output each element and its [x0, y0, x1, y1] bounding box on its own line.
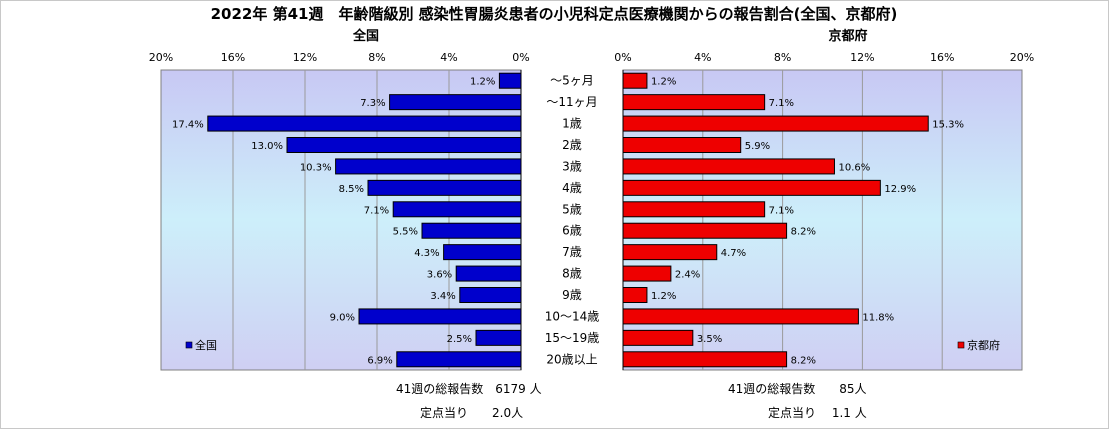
data-label-kyoto: 3.5%	[697, 334, 722, 345]
bar-kyoto	[622, 287, 648, 303]
data-label-kyoto: 1.2%	[651, 291, 676, 302]
data-label-kyoto: 10.6%	[838, 162, 870, 173]
bar-kyoto	[622, 137, 742, 153]
category-label: 6歳	[562, 224, 582, 238]
legend-swatch-kyoto	[957, 341, 965, 349]
bar-kyoto	[622, 244, 718, 261]
x-tick-label-kyoto: 12%	[850, 51, 874, 64]
category-label: 8歳	[562, 267, 582, 281]
data-label-national: 10.3%	[300, 162, 332, 173]
bar-kyoto	[622, 72, 648, 89]
legend-label-kyoto: 京都府	[967, 338, 1000, 352]
data-label-national: 1.2%	[470, 77, 495, 88]
bar-national	[335, 158, 522, 175]
category-label: 5歳	[562, 202, 582, 216]
bar-kyoto	[622, 351, 788, 368]
category-label: 2歳	[562, 138, 582, 152]
data-label-national: 9.0%	[330, 312, 355, 323]
chart-title: 2022年 第41週 年齢階級別 感染性胃腸炎患者の小児科定点医療機関からの報告…	[211, 5, 898, 23]
category-label: 3歳	[562, 159, 582, 173]
bar-national	[389, 94, 522, 111]
national-total-reports: 41週の総報告数 6179 人	[396, 382, 542, 396]
x-tick-label-national: 4%	[440, 51, 457, 64]
bar-national	[443, 244, 522, 261]
x-tick-label-kyoto: 0%	[614, 51, 631, 64]
bar-national	[421, 222, 522, 239]
bar-national	[286, 137, 522, 153]
data-label-national: 5.5%	[393, 227, 418, 238]
legend-swatch-national	[185, 341, 193, 349]
bar-national	[475, 329, 522, 346]
x-tick-label-national: 0%	[512, 51, 529, 64]
data-label-national: 3.6%	[427, 270, 452, 281]
data-label-national: 13.0%	[251, 141, 283, 152]
bar-national	[392, 201, 522, 218]
bar-kyoto	[622, 94, 766, 111]
category-label: 4歳	[562, 181, 582, 195]
data-label-kyoto: 1.2%	[651, 77, 676, 88]
x-tick-label-kyoto: 4%	[694, 51, 711, 64]
data-label-kyoto: 7.1%	[769, 205, 794, 216]
bar-national	[498, 72, 522, 89]
data-label-kyoto: 8.2%	[791, 227, 816, 238]
data-label-national: 4.3%	[414, 248, 439, 259]
bar-national	[455, 265, 522, 282]
data-label-kyoto: 4.7%	[721, 248, 746, 259]
bar-kyoto	[622, 308, 859, 325]
category-label: 20歳以上	[546, 352, 597, 366]
bar-national	[358, 308, 522, 325]
data-label-national: 8.5%	[339, 184, 364, 195]
bar-kyoto	[622, 115, 929, 132]
bar-national	[207, 115, 522, 132]
category-label: ～11ヶ月	[546, 95, 597, 109]
data-label-national: 6.9%	[367, 355, 392, 366]
category-label: ～5ヶ月	[550, 74, 594, 88]
bar-kyoto	[622, 179, 881, 196]
plot-area-national	[160, 69, 522, 371]
x-tick-label-national: 16%	[221, 51, 245, 64]
data-label-national: 7.1%	[364, 205, 389, 216]
category-label: 15～19歳	[545, 331, 600, 345]
x-tick-label-national: 20%	[149, 51, 173, 64]
bar-national	[459, 287, 522, 303]
data-label-kyoto: 11.8%	[862, 312, 894, 323]
category-label: 7歳	[562, 245, 582, 259]
data-label-national: 17.4%	[172, 120, 204, 131]
bar-kyoto	[622, 265, 672, 282]
panel-title-kyoto: 京都府	[828, 28, 867, 44]
data-label-kyoto: 5.9%	[745, 141, 770, 152]
kyoto-per-site: 定点当り 1.1 人	[768, 406, 867, 420]
legend-label-national: 全国	[195, 338, 217, 352]
bar-kyoto	[622, 158, 835, 175]
category-label: 1歳	[562, 117, 582, 131]
data-label-national: 3.4%	[430, 291, 455, 302]
plot-area-kyoto	[622, 69, 1023, 371]
data-label-national: 7.3%	[360, 98, 385, 109]
panel-title-national: 全国	[352, 28, 379, 44]
bar-national	[396, 351, 522, 368]
bar-kyoto	[622, 222, 788, 239]
bar-kyoto	[622, 329, 694, 346]
data-label-kyoto: 7.1%	[769, 98, 794, 109]
x-tick-label-national: 8%	[368, 51, 385, 64]
data-label-kyoto: 12.9%	[884, 184, 916, 195]
category-label: 9歳	[562, 288, 582, 302]
category-label: 10～14歳	[545, 309, 600, 323]
national-per-site: 定点当り 2.0人	[420, 406, 524, 420]
x-tick-label-kyoto: 8%	[774, 51, 791, 64]
x-tick-label-kyoto: 16%	[930, 51, 954, 64]
x-tick-label-kyoto: 20%	[1010, 51, 1034, 64]
data-label-kyoto: 15.3%	[932, 120, 964, 131]
bar-national	[367, 179, 522, 196]
bar-kyoto	[622, 201, 766, 218]
data-label-kyoto: 2.4%	[675, 270, 700, 281]
data-label-kyoto: 8.2%	[791, 355, 816, 366]
kyoto-total-reports: 41週の総報告数 85人	[728, 382, 867, 396]
data-label-national: 2.5%	[447, 334, 472, 345]
x-tick-label-national: 12%	[293, 51, 317, 64]
